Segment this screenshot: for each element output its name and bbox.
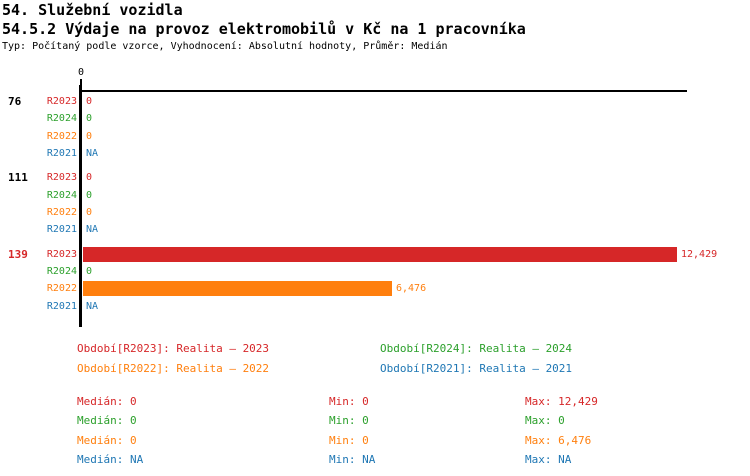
- value-label: 0: [86, 189, 93, 201]
- chart-row: 111 R2023 0: [0, 169, 750, 186]
- value-label: 0: [86, 113, 93, 125]
- value-label: 0: [86, 172, 93, 184]
- value-label: 0: [86, 130, 93, 142]
- chart-row: R2024 0: [0, 110, 750, 127]
- series-label: R2022: [46, 207, 77, 218]
- stat-max: Max: 0: [525, 414, 565, 428]
- chart-row: R2024 0: [0, 263, 750, 280]
- series-label: R2024: [46, 113, 77, 125]
- series-label: R2021: [46, 224, 77, 236]
- stat-max: Max: 6,476: [525, 433, 592, 447]
- stat-min: Min: 0: [329, 414, 369, 428]
- chart-row: R2021 NA: [0, 221, 750, 238]
- legend-item: Období[R2021]: Realita – 2021: [380, 362, 573, 375]
- value-label: NA: [86, 147, 99, 159]
- axis-tick-mark: [80, 79, 82, 90]
- chart-title: 54.5.2 Výdaje na provoz elektromobilů v …: [2, 20, 526, 38]
- axis-line-horizontal: [80, 90, 687, 92]
- series-label: R2022: [46, 283, 77, 295]
- page-title: 54. Služební vozidla: [2, 1, 183, 19]
- series-label: R2024: [46, 266, 77, 278]
- value-label: NA: [86, 224, 99, 236]
- chart-row: R2022 0: [0, 128, 750, 145]
- series-label: R2022: [46, 130, 77, 142]
- legend-item: Období[R2023]: Realita – 2023: [77, 342, 270, 355]
- value-label: NA: [86, 300, 99, 312]
- axis-line-vertical: [79, 85, 82, 327]
- group-label: 111: [8, 171, 28, 185]
- chart-row: R2024 0: [0, 187, 750, 204]
- group-label: 76: [8, 95, 22, 108]
- stat-median: Medián: NA: [77, 453, 144, 467]
- chart-row: R2021 NA: [0, 298, 750, 315]
- bar: [83, 281, 392, 297]
- stat-median: Medián: 0: [77, 414, 137, 428]
- chart-row: 76 R2023 0: [0, 93, 750, 110]
- stat-min: Min: NA: [329, 453, 376, 467]
- value-label: 0: [86, 266, 93, 278]
- value-label: 6,476: [396, 283, 427, 295]
- chart-subtitle: Typ: Počítaný podle vzorce, Vyhodnocení:…: [2, 41, 448, 52]
- chart-row: R2022 0: [0, 204, 750, 221]
- legend-item: Období[R2022]: Realita – 2022: [77, 362, 270, 375]
- group-label: 139: [8, 247, 28, 261]
- value-label: 0: [86, 207, 93, 218]
- stat-max: Max: 12,429: [525, 395, 598, 408]
- series-label: R2021: [46, 300, 77, 312]
- series-label: R2023: [46, 172, 77, 184]
- stat-max: Max: NA: [525, 453, 572, 467]
- series-label: R2023: [46, 248, 77, 260]
- value-label: 12,429: [681, 248, 718, 260]
- stat-min: Min: 0: [329, 433, 369, 447]
- stat-median: Medián: 0: [77, 433, 137, 447]
- stat-min: Min: 0: [329, 395, 369, 408]
- series-label: R2021: [46, 147, 77, 159]
- stat-median: Medián: 0: [77, 395, 137, 408]
- axis-tick-label-zero: 0: [77, 67, 85, 78]
- series-label: R2023: [46, 96, 77, 107]
- legend-item: Období[R2024]: Realita – 2024: [380, 342, 573, 355]
- value-label: 0: [86, 96, 93, 107]
- bar: [83, 246, 677, 262]
- chart-row: R2022 6,476: [0, 280, 750, 297]
- chart-row: 139 R2023 12,429: [0, 246, 750, 263]
- chart-row: R2021 NA: [0, 145, 750, 162]
- series-label: R2024: [46, 189, 77, 201]
